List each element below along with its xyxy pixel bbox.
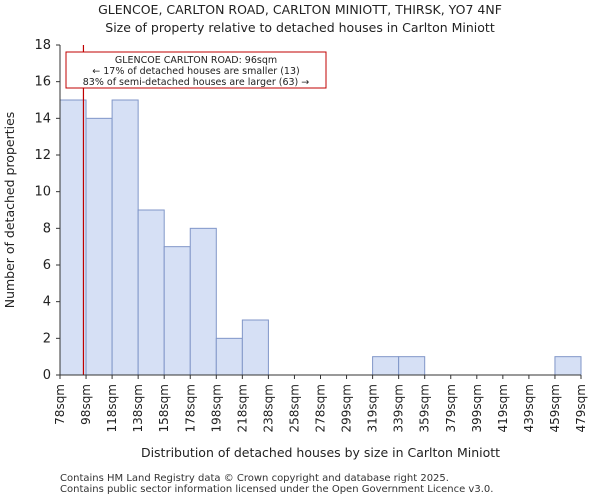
x-tick-label: 238sqm [261, 384, 275, 432]
y-tick-label: 2 [43, 331, 51, 346]
x-tick-label: 299sqm [340, 384, 354, 432]
x-tick-label: 359sqm [418, 384, 432, 432]
y-tick-label: 12 [34, 148, 51, 163]
bar-118sqm [111, 99, 139, 376]
x-tick-label: 218sqm [235, 384, 249, 432]
bar-339sqm [398, 356, 426, 376]
annotation-line-2: ← 17% of detached houses are smaller (13… [92, 66, 299, 77]
x-tick-label: 339sqm [392, 384, 406, 432]
y-tick-label: 14 [34, 111, 51, 126]
bar-138sqm [137, 209, 165, 376]
x-tick-label: 78sqm [53, 384, 67, 425]
x-tick-label: 439sqm [522, 384, 536, 432]
y-tick-label: 10 [34, 185, 51, 200]
annotation-line-3: 83% of semi-detached houses are larger (… [83, 77, 310, 88]
annotation-group: GLENCOE CARLTON ROAD: 96sqm← 17% of deta… [65, 51, 327, 89]
y-tick-label: 18 [34, 38, 51, 53]
x-tick-label: 459sqm [548, 384, 562, 432]
chart-title: GLENCOE, CARLTON ROAD, CARLTON MINIOTT, … [98, 2, 502, 17]
x-tick-label: 419sqm [496, 384, 510, 432]
y-tick-label: 16 [34, 75, 51, 90]
bar-78sqm [59, 99, 87, 376]
footer-line-1: Contains HM Land Registry data © Crown c… [60, 473, 449, 484]
bar-319sqm [372, 356, 400, 376]
x-axis-label: Distribution of detached houses by size … [141, 445, 500, 460]
x-tick-label: 258sqm [287, 384, 301, 432]
y-tick-label: 0 [43, 368, 51, 383]
bar-158sqm [163, 246, 191, 376]
y-tick-label: 6 [43, 258, 51, 273]
y-axis-label: Number of detached properties [2, 112, 17, 309]
x-tick-label: 379sqm [444, 384, 458, 432]
x-axis: 78sqm 98sqm 118sqm 138sqm 158sqm 178sqm 198sqm… [53, 374, 588, 460]
x-tick-label: 198sqm [209, 384, 223, 432]
x-tick-label: 479sqm [574, 384, 588, 432]
bar-218sqm [241, 319, 269, 376]
bar-98sqm [85, 117, 113, 376]
y-axis: 0 2 4 6 8 10 12 14 16 18 Number of detached proper… [2, 38, 61, 383]
x-tick-label: 98sqm [79, 384, 93, 425]
x-tick-label: 278sqm [314, 384, 328, 432]
bar-178sqm [189, 227, 217, 376]
x-tick-label: 178sqm [183, 384, 197, 432]
x-tick-label: 158sqm [157, 384, 171, 432]
x-tick-label: 118sqm [105, 384, 119, 432]
x-tick-label: 319sqm [366, 384, 380, 432]
bar-459sqm [554, 356, 582, 376]
y-tick-label: 8 [43, 221, 51, 236]
footer-line-2: Contains public sector information licen… [60, 484, 494, 495]
x-tick-label: 399sqm [470, 384, 484, 432]
annotation-line-1: GLENCOE CARLTON ROAD: 96sqm [115, 55, 277, 66]
bars-group [59, 99, 582, 376]
y-tick-label: 4 [43, 295, 51, 310]
bar-198sqm [215, 337, 243, 376]
x-tick-label: 138sqm [131, 384, 145, 432]
annotation-box [65, 51, 327, 89]
chart-subtitle: Size of property relative to detached ho… [105, 20, 495, 35]
